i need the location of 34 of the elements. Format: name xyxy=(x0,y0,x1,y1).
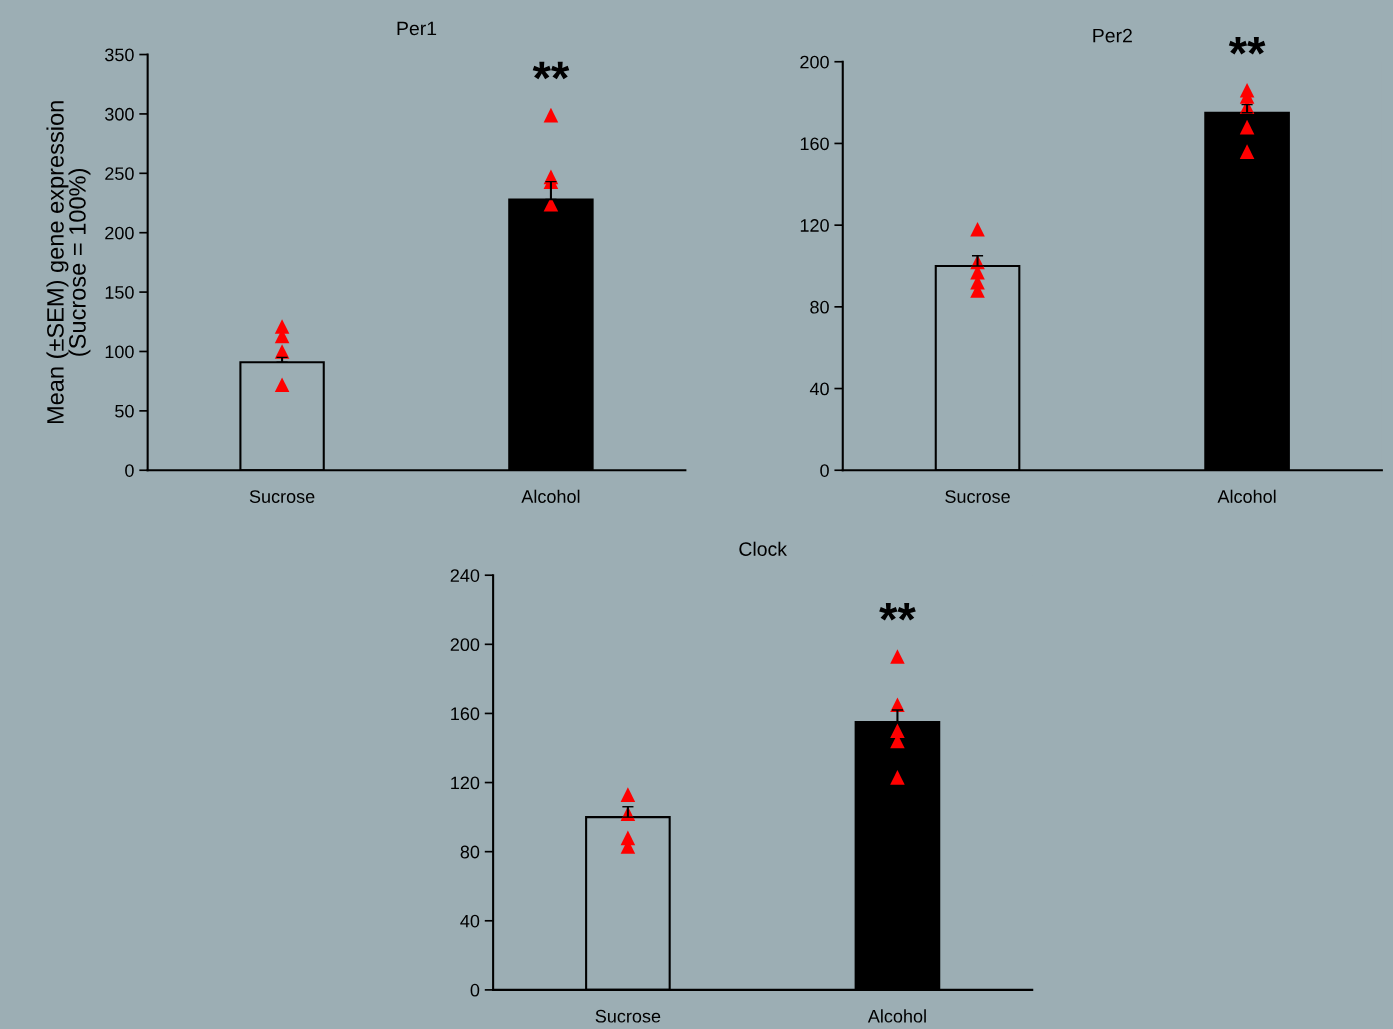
y-tick-label: 160 xyxy=(451,707,480,721)
y-tick-label: 150 xyxy=(105,286,134,299)
y-axis-title: Mean (±SEM) gene expression (Sucrose = 100%) xyxy=(46,101,91,424)
annotation: ** xyxy=(532,61,570,80)
y-tick-label: 240 xyxy=(450,569,480,582)
x-tick-label: Sucrose xyxy=(945,490,1010,503)
y-tick-label: 40 xyxy=(809,382,829,396)
y-tick-label: 350 xyxy=(105,48,134,62)
chart-title: Per1 xyxy=(397,21,437,36)
x-tick-label: Sucrose xyxy=(595,1009,661,1023)
y-tick-label: 160 xyxy=(800,137,829,151)
y-tick-label: 0 xyxy=(125,464,134,477)
annotation: ** xyxy=(879,603,916,621)
chart-title: Per2 xyxy=(1093,28,1132,43)
x-tick-label: Alcohol xyxy=(867,1009,926,1023)
y-tick-label: 80 xyxy=(460,845,480,859)
chart-title: Clock xyxy=(739,541,788,556)
y-tick-label: 120 xyxy=(800,219,829,232)
y-tick-label: 200 xyxy=(105,226,134,240)
y-tick-label: 120 xyxy=(451,776,480,790)
y-tick-label: 200 xyxy=(800,55,829,69)
y-tick-label: 300 xyxy=(105,107,134,121)
y-tick-label: 0 xyxy=(820,464,829,477)
y-tick-label: 250 xyxy=(105,167,134,181)
y-tick-label: 200 xyxy=(450,638,480,652)
x-tick-label: Alcohol xyxy=(521,489,580,503)
y-tick-label: 50 xyxy=(115,404,134,418)
y-tick-label: 80 xyxy=(810,300,829,314)
x-tick-label: Sucrose xyxy=(249,490,315,503)
y-tick-label: 0 xyxy=(470,983,480,997)
text: ** xyxy=(1228,36,1266,55)
x-tick-label: Alcohol xyxy=(1217,489,1276,503)
y-tick-label: 40 xyxy=(460,914,480,928)
y-tick-label: 100 xyxy=(105,345,134,359)
